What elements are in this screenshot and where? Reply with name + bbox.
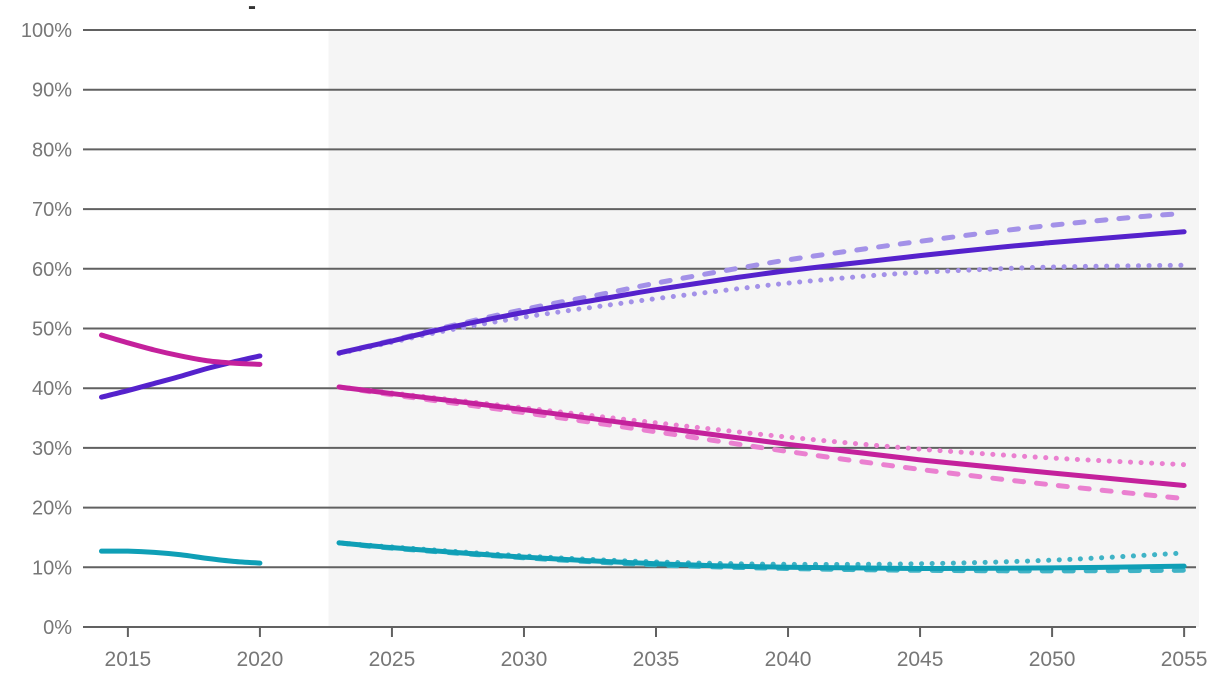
x-axis-tick-label: 2020 bbox=[237, 648, 284, 671]
y-axis-tick-label: 70% bbox=[32, 199, 72, 221]
x-axis-tick-label: 2045 bbox=[897, 648, 944, 671]
y-axis-tick-label: 60% bbox=[32, 259, 72, 281]
y-axis-tick-label: 50% bbox=[32, 319, 72, 341]
x-axis-tick-label: 2055 bbox=[1161, 648, 1208, 671]
y-axis-tick-label: 100% bbox=[21, 20, 72, 42]
y-axis-tick-label: 20% bbox=[32, 498, 72, 520]
y-axis-tick-label: 80% bbox=[32, 139, 72, 161]
x-axis-tick-label: 2030 bbox=[501, 648, 548, 671]
x-axis-tick-label: 2025 bbox=[369, 648, 416, 671]
y-axis-tick-label: 10% bbox=[32, 557, 72, 579]
x-axis-tick-label: 2035 bbox=[633, 648, 680, 671]
x-axis-tick-label: 2040 bbox=[765, 648, 812, 671]
series-purple-projection-solid bbox=[336, 229, 1187, 356]
y-axis-tick-label: 30% bbox=[32, 438, 72, 460]
top-dash-mark: - bbox=[248, 0, 256, 20]
series-purple-projection-dashed bbox=[336, 210, 1187, 356]
y-axis-tick-label: 90% bbox=[32, 80, 72, 102]
series-teal-projection-solid bbox=[336, 540, 1187, 572]
x-axis-tick-label: 2015 bbox=[105, 648, 152, 671]
x-axis-tick-label: 2050 bbox=[1029, 648, 1076, 671]
y-axis-tick-label: 40% bbox=[32, 378, 72, 400]
series-magenta-history bbox=[98, 332, 263, 367]
y-axis-tick-label: 0% bbox=[43, 617, 72, 639]
series-magenta-projection-dotted bbox=[336, 384, 1187, 468]
series-magenta-projection-solid bbox=[336, 384, 1187, 489]
series-teal-history bbox=[98, 548, 263, 566]
